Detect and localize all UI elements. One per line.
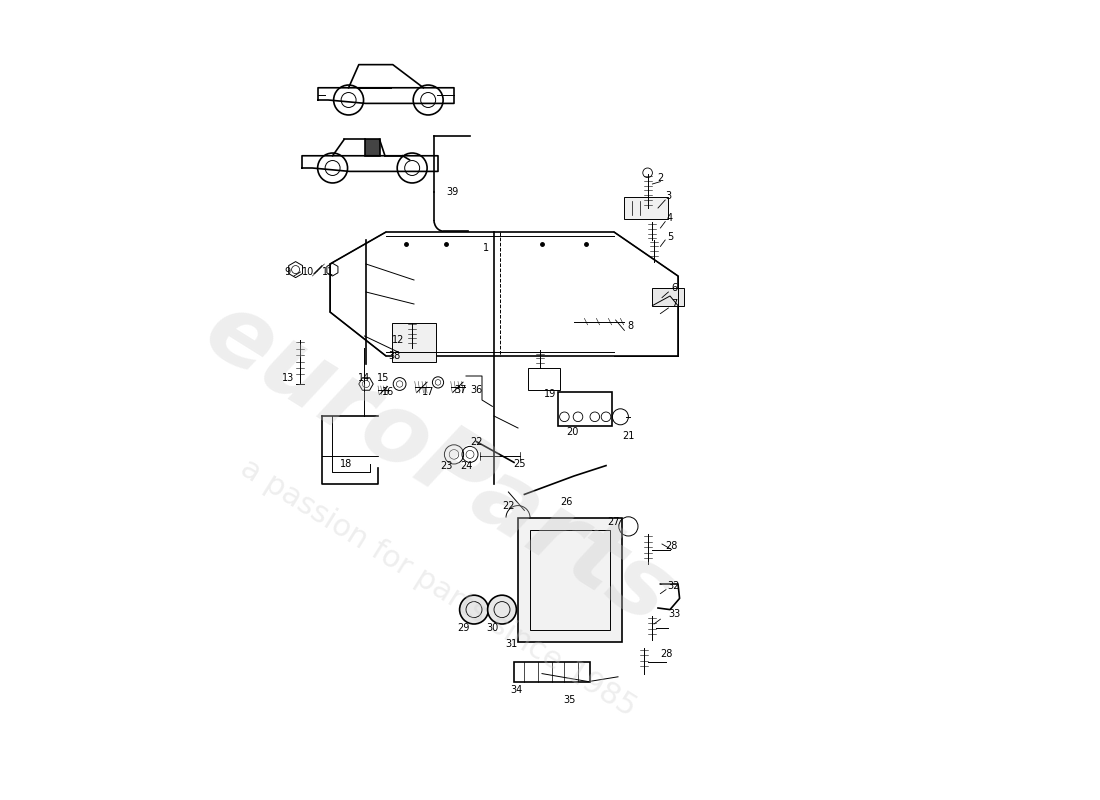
- Text: 29: 29: [458, 623, 470, 633]
- Text: 32: 32: [668, 581, 680, 590]
- Bar: [364, 139, 380, 156]
- Text: 22: 22: [470, 437, 483, 446]
- Text: 13: 13: [282, 373, 294, 382]
- Text: 15: 15: [377, 373, 389, 382]
- Circle shape: [487, 595, 516, 624]
- Bar: [652, 288, 684, 306]
- Bar: [530, 530, 610, 630]
- Bar: [528, 368, 560, 390]
- Text: 16: 16: [383, 387, 395, 397]
- Text: 27: 27: [607, 517, 620, 526]
- Text: euroParts: euroParts: [187, 283, 689, 645]
- Bar: [625, 197, 669, 219]
- Bar: [518, 518, 622, 642]
- Bar: [514, 662, 590, 682]
- Circle shape: [460, 595, 488, 624]
- Text: a passion for parts since 1985: a passion for parts since 1985: [234, 454, 641, 722]
- Text: 28: 28: [666, 541, 678, 550]
- Text: 28: 28: [660, 650, 672, 659]
- Text: 25: 25: [514, 459, 526, 469]
- Text: 31: 31: [506, 639, 518, 649]
- Text: 33: 33: [668, 610, 680, 619]
- Text: 12: 12: [392, 335, 404, 345]
- Text: 30: 30: [486, 623, 498, 633]
- Bar: [393, 323, 437, 362]
- Text: 35: 35: [564, 695, 576, 705]
- Text: 8: 8: [627, 322, 634, 331]
- Text: 39: 39: [447, 187, 459, 197]
- Text: 6: 6: [671, 283, 678, 293]
- Text: 14: 14: [359, 373, 371, 382]
- Text: 9: 9: [285, 267, 290, 277]
- Text: 17: 17: [422, 387, 435, 397]
- Text: 21: 21: [623, 431, 635, 441]
- Text: 34: 34: [510, 685, 522, 694]
- Text: 24: 24: [460, 461, 472, 470]
- Text: 26: 26: [560, 498, 572, 507]
- Text: 4: 4: [667, 213, 673, 222]
- Bar: [558, 392, 613, 426]
- Text: 5: 5: [667, 232, 673, 242]
- Text: 10: 10: [302, 267, 315, 277]
- Text: 36: 36: [471, 386, 483, 395]
- Text: 18: 18: [340, 459, 352, 469]
- Text: 37: 37: [454, 386, 466, 395]
- Text: 19: 19: [543, 389, 557, 398]
- Text: 11: 11: [321, 267, 333, 277]
- Text: 20: 20: [566, 427, 579, 437]
- Text: 22: 22: [502, 501, 515, 510]
- Text: 38: 38: [388, 351, 400, 361]
- Text: 3: 3: [666, 191, 671, 201]
- Text: 1: 1: [483, 243, 490, 253]
- Text: 23: 23: [440, 461, 452, 470]
- Text: 2: 2: [658, 173, 663, 182]
- Text: 7: 7: [671, 299, 678, 309]
